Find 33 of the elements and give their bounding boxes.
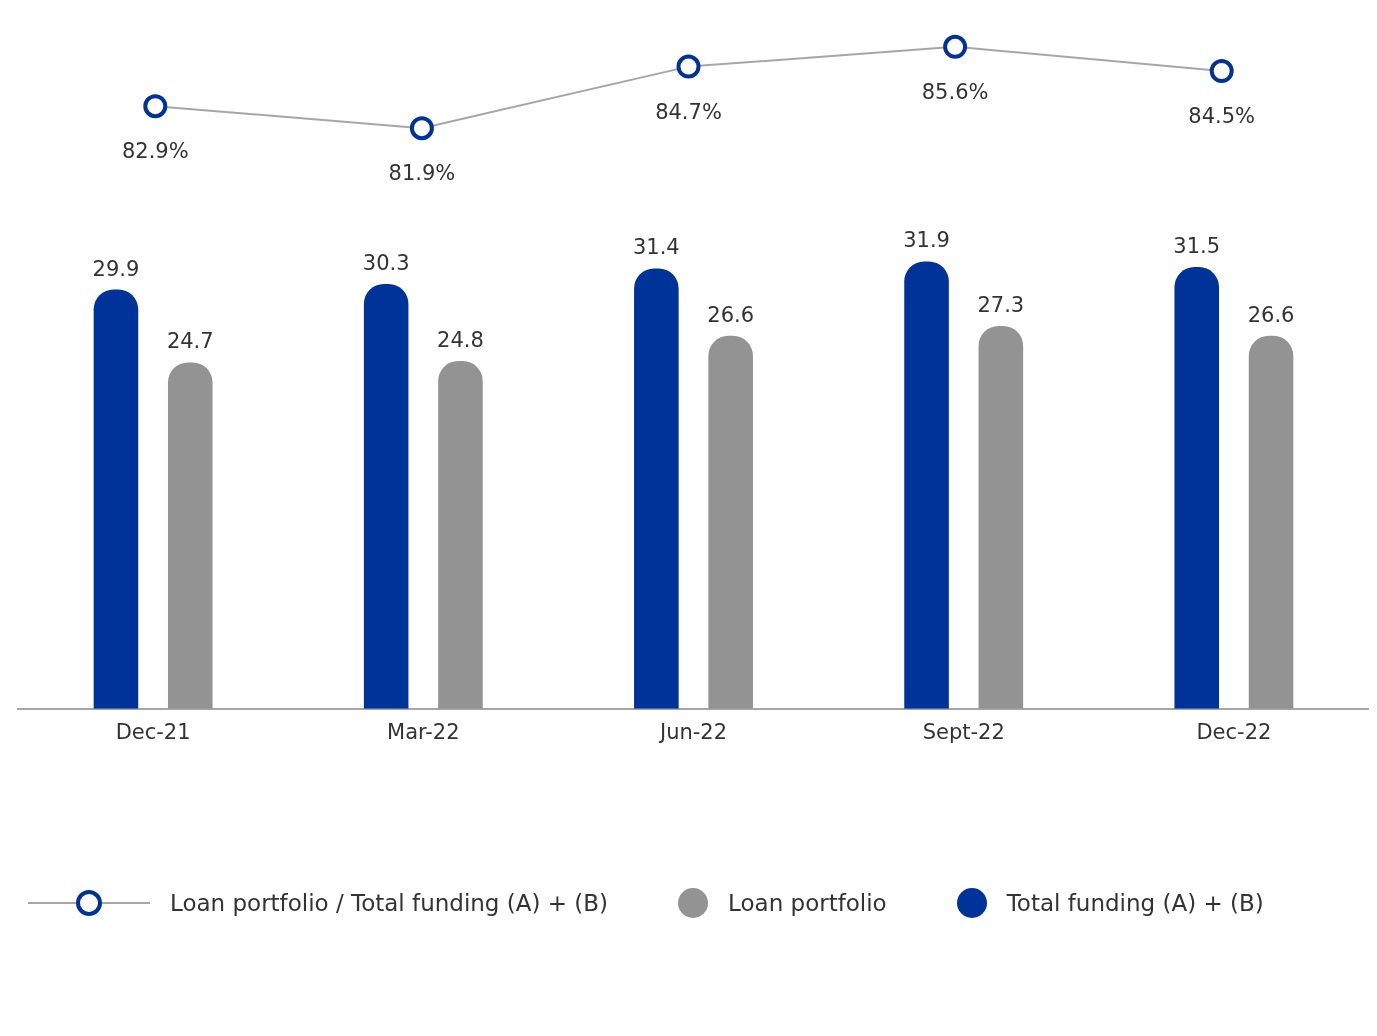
x-tick-label: Dec-22 bbox=[1196, 719, 1272, 744]
data-label: 30.3 bbox=[362, 250, 410, 275]
data-label: 24.8 bbox=[437, 328, 484, 353]
bar bbox=[904, 261, 949, 709]
x-tick-label: Sept-22 bbox=[922, 719, 1005, 744]
data-label: 31.9 bbox=[903, 228, 950, 253]
legend-label: Loan portfolio / Total funding (A) + (B) bbox=[170, 890, 609, 916]
data-label: 85.6% bbox=[921, 79, 989, 104]
bar bbox=[1248, 335, 1294, 709]
data-label: 27.3 bbox=[977, 292, 1025, 317]
data-label: 84.7% bbox=[655, 99, 722, 124]
data-label: 82.9% bbox=[121, 139, 189, 164]
data-label: 81.9% bbox=[388, 161, 456, 186]
x-tick-label: Dec-21 bbox=[115, 719, 191, 744]
bar bbox=[93, 289, 139, 709]
x-tick-label: Jun-22 bbox=[657, 719, 728, 744]
bar bbox=[634, 268, 679, 709]
bar bbox=[1174, 267, 1220, 709]
data-label: 24.7 bbox=[166, 329, 214, 354]
bar bbox=[708, 335, 753, 709]
data-label: 31.5 bbox=[1173, 234, 1221, 259]
data-label: 26.6 bbox=[707, 302, 755, 327]
legend-label: Total funding (A) + (B) bbox=[1006, 890, 1264, 916]
legend-label: Loan portfolio bbox=[728, 890, 887, 916]
data-label: 84.5% bbox=[1188, 104, 1256, 128]
data-label: 26.6 bbox=[1247, 302, 1295, 327]
bar bbox=[978, 325, 1024, 709]
data-label: 31.4 bbox=[632, 235, 680, 260]
data-label: 29.9 bbox=[92, 256, 140, 281]
x-tick-label: Mar-22 bbox=[387, 719, 460, 744]
bar bbox=[167, 362, 213, 709]
bar bbox=[363, 283, 409, 709]
bar bbox=[438, 361, 483, 709]
